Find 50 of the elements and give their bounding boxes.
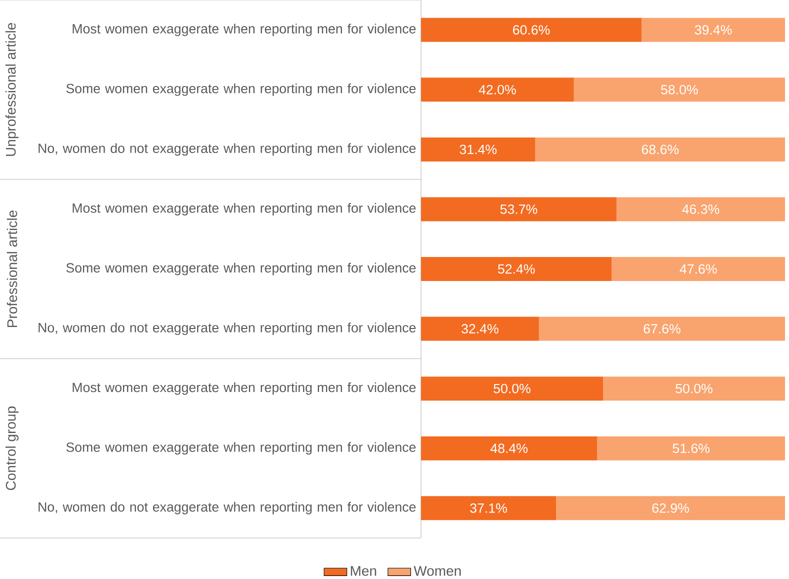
bar — [612, 257, 786, 282]
bar — [421, 436, 598, 460]
data-label: 52.4% — [498, 264, 535, 274]
bar — [574, 78, 786, 102]
data-label: 50.0% — [676, 384, 712, 394]
legend-label: Women — [414, 566, 461, 576]
data-label: 32.4% — [462, 324, 498, 334]
bar — [597, 436, 786, 460]
y-tick-label: Most women exaggerate when reporting men for violence — [72, 24, 416, 36]
text: Professional article — [6, 210, 18, 327]
y-tick-label: Most women exaggerate when reporting men for violence — [72, 382, 416, 395]
data-label: 39.4% — [694, 25, 732, 35]
bar — [421, 496, 556, 520]
y-tick-label: No, women do not exaggerate when reporting men for violence — [38, 502, 416, 514]
data-label: 67.6% — [644, 324, 680, 334]
data-label: 58.0% — [661, 84, 698, 94]
data-label: 47.6% — [680, 264, 717, 274]
data-label: 31.4% — [460, 144, 497, 154]
y-tick-label: Some women exaggerate when reporting men for violence — [66, 262, 416, 276]
bar — [642, 18, 786, 42]
y-tick-label: No, women do not exaggerate when reporting men for violence — [38, 143, 416, 156]
text: Control group — [5, 406, 19, 490]
data-label: 60.6% — [513, 25, 550, 35]
y-tick-label: Some women exaggerate when reporting men for violence — [66, 83, 416, 96]
bar — [421, 376, 603, 401]
bar — [421, 78, 574, 102]
y-tick-label: No, women do not exaggerate when reporting men for violence — [38, 322, 416, 335]
data-label: 50.0% — [494, 384, 530, 394]
y-tick-label: Some women exaggerate when reporting men for violence — [66, 442, 416, 455]
bar — [538, 316, 786, 341]
bar — [421, 316, 539, 341]
bar — [616, 197, 786, 222]
data-label: 68.6% — [642, 144, 679, 154]
bar — [421, 257, 612, 282]
bar — [535, 137, 786, 162]
bar — [421, 18, 642, 42]
bar — [603, 376, 786, 401]
text: Unprofessional article — [5, 23, 19, 156]
data-label: 62.9% — [652, 503, 689, 513]
bar — [421, 197, 616, 222]
data-label: 37.1% — [470, 503, 507, 513]
data-label: 51.6% — [672, 444, 710, 454]
data-label: 48.4% — [490, 444, 528, 454]
y-tick-label: Most women exaggerate when reporting men for violence — [72, 203, 416, 216]
bar — [556, 496, 786, 520]
legend-label: Men — [350, 566, 376, 576]
bar — [421, 137, 536, 162]
data-label: 53.7% — [500, 204, 538, 214]
data-label: 46.3% — [682, 204, 720, 214]
data-label: 42.0% — [478, 84, 516, 94]
